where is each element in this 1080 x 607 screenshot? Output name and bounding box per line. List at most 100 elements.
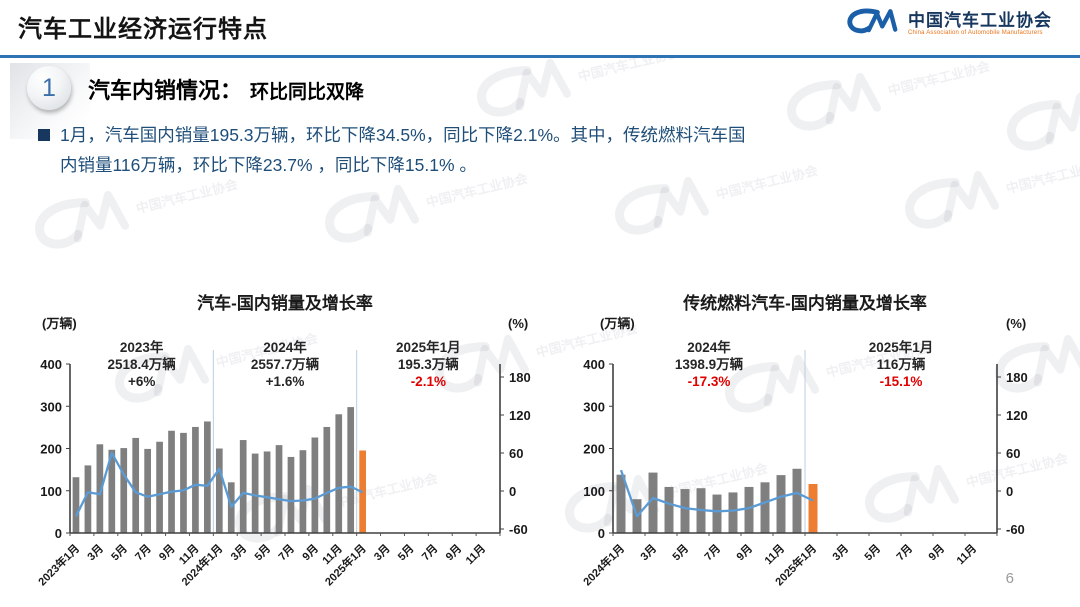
left-axis-tick-label: 0 — [598, 526, 605, 541]
sales-bar — [215, 448, 223, 533]
sales-bar — [192, 426, 199, 533]
x-axis-tick-label: 9月 — [443, 542, 464, 563]
right-axis-tick-label: 180 — [509, 370, 531, 385]
watermark: 中国汽车工业协会 — [997, 59, 1080, 161]
x-axis-tick-label: 9月 — [926, 542, 947, 563]
x-axis-tick-label: 3月 — [830, 542, 851, 563]
page-title: 汽车工业经济运行特点 — [18, 16, 268, 43]
x-axis-tick-label: 5月 — [252, 542, 273, 563]
right-axis-tick-label: 0 — [509, 484, 516, 499]
sales-bar — [180, 432, 187, 533]
sales-bar — [120, 448, 128, 533]
chart-fuel-domestic-sales: (万辆) (%) 400 300 200 100 0 180 120 60 0 -60 2024年1月 3… — [580, 316, 1028, 588]
annotation-growth: -17.3% — [688, 374, 731, 389]
logo-name: 中国汽车工业协会 — [908, 10, 1052, 30]
left-axis-unit: (万辆) — [42, 316, 77, 331]
left-axis-tick-label: 0 — [55, 526, 62, 541]
caam-logo-mark-icon — [845, 7, 899, 41]
sales-bar — [96, 444, 104, 533]
annotation-growth: -2.1% — [411, 374, 446, 389]
sales-bar — [712, 494, 722, 533]
caam-logo: 中国汽车工业协会 China Association of Automobile… — [845, 7, 1052, 41]
sales-bar — [239, 440, 247, 533]
sales-bar — [311, 437, 319, 533]
annotation-total: 195.3万辆 — [398, 356, 459, 372]
left-axis-tick-label: 200 — [583, 442, 605, 457]
annotation-period: 2024年 — [687, 339, 731, 355]
section-heading: 汽车内销情况： 环比同比双降 — [88, 73, 364, 105]
sales-bar — [204, 421, 211, 533]
sales-bar — [760, 482, 770, 533]
x-axis-tick-label: 11月 — [954, 542, 979, 567]
section-number-badge: 1 — [27, 66, 71, 110]
sales-bar — [792, 468, 802, 533]
right-axis-tick-label: 120 — [509, 408, 531, 423]
x-axis-tick-label: 7月 — [132, 542, 153, 563]
right-axis-unit: (%) — [1006, 316, 1026, 331]
left-axis-unit: (万辆) — [600, 316, 635, 331]
x-axis-tick-label: 7月 — [276, 542, 297, 563]
sales-bar — [144, 448, 151, 533]
x-axis-tick-label: 5月 — [109, 542, 130, 563]
sales-bar — [808, 483, 818, 533]
left-axis-tick-label: 400 — [40, 357, 62, 372]
section-title: 汽车内销情况： — [88, 78, 243, 103]
growth-rate-line — [619, 469, 814, 518]
x-axis-tick-label: 11月 — [463, 542, 488, 567]
left-axis-tick-label: 300 — [40, 399, 62, 414]
right-axis-tick-label: 60 — [509, 446, 523, 461]
left-axis-tick-label: 100 — [583, 484, 605, 499]
x-axis-tick-label: 3月 — [85, 542, 106, 563]
right-axis-tick-label: -60 — [1006, 522, 1025, 537]
chart-title-auto: 汽车-国内销量及增长率 — [197, 294, 373, 313]
annotation-period: 2025年1月 — [869, 339, 934, 355]
sales-bar — [335, 414, 343, 533]
sales-bar — [776, 475, 786, 533]
sales-bar — [132, 437, 140, 533]
right-axis-tick-label: 0 — [1006, 484, 1013, 499]
section-subtitle: 环比同比双降 — [250, 82, 365, 103]
sales-bar — [168, 430, 175, 533]
annotation-total: 2557.7万辆 — [251, 356, 320, 372]
right-axis-tick-label: 60 — [1006, 446, 1020, 461]
sales-bar — [323, 426, 331, 533]
x-axis-tick-label: 7月 — [702, 542, 723, 563]
sales-bar — [744, 486, 754, 533]
left-axis-tick-label: 100 — [40, 484, 62, 499]
sales-bar — [108, 449, 116, 533]
annotation-growth: +1.6% — [266, 374, 305, 389]
right-axis-tick-label: -60 — [509, 522, 528, 537]
x-axis-tick-label: 3月 — [228, 542, 249, 563]
left-axis-tick-label: 400 — [583, 357, 605, 372]
x-axis-tick-label: 3月 — [371, 542, 392, 563]
left-axis-tick-label: 300 — [583, 399, 605, 414]
x-axis-tick-label: 2024年1月 — [580, 541, 627, 588]
x-axis-tick-label: 5月 — [395, 542, 416, 563]
sales-bar — [680, 489, 690, 533]
right-axis-tick-label: 180 — [1006, 370, 1028, 385]
sales-bar — [728, 492, 738, 533]
sales-bar — [648, 472, 658, 533]
sales-bar — [287, 456, 295, 533]
x-axis-tick-label: 5月 — [862, 542, 883, 563]
annotation-total: 116万辆 — [877, 356, 926, 372]
annotation-growth: -15.1% — [880, 374, 923, 389]
x-axis-tick-label: 7月 — [894, 542, 915, 563]
x-axis-tick-label: 5月 — [670, 542, 691, 563]
x-axis-tick-label: 3月 — [638, 542, 659, 563]
annotation-period: 2025年1月 — [396, 339, 461, 355]
watermark: 中国汽车工业协会 — [895, 137, 1080, 239]
left-axis-tick-label: 200 — [40, 442, 62, 457]
annotation-period: 2023年 — [120, 339, 164, 355]
sales-bar — [156, 441, 163, 533]
x-axis-tick-label: 2023年1月 — [35, 541, 82, 588]
chart-title-fuel: 传统燃料汽车-国内销量及增长率 — [683, 294, 927, 313]
sales-bar — [251, 453, 259, 533]
sales-bar — [275, 445, 283, 533]
right-axis-tick-label: 120 — [1006, 408, 1028, 423]
annotation-total: 1398.9万辆 — [675, 356, 744, 372]
x-axis-tick-label: 11月 — [762, 542, 787, 567]
annotation-total: 2518.4万辆 — [108, 356, 177, 372]
